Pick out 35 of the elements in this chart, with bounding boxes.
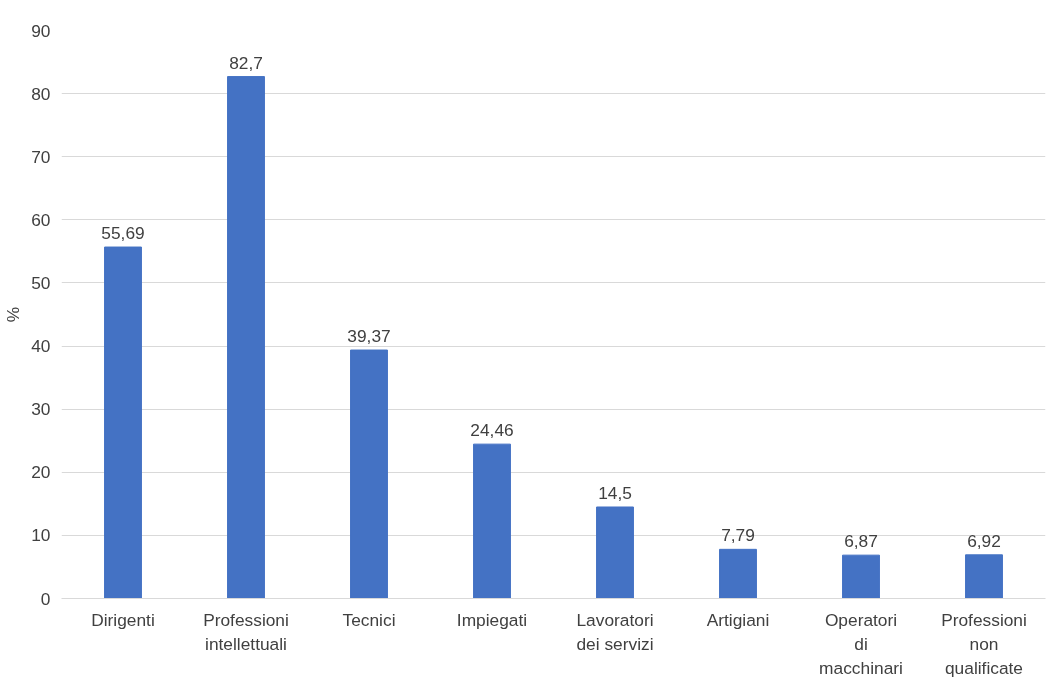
x-tick-label: Professioni intellettuali	[203, 609, 289, 654]
bar	[719, 548, 757, 599]
data-label: 24,46	[470, 420, 514, 441]
x-tick-label: Lavoratori dei servizi	[576, 609, 654, 654]
x-tick-label: Artigiani	[706, 609, 770, 630]
x-tick-label: Tecnici	[342, 609, 396, 630]
data-label: 82,7	[229, 52, 263, 73]
bar	[596, 506, 634, 599]
y-tick-label: 60	[31, 209, 51, 230]
bar	[842, 554, 880, 599]
bar	[227, 76, 265, 599]
x-tick-label: Dirigenti	[91, 609, 155, 630]
y-tick-label: 40	[31, 336, 51, 357]
y-tick-label: 90	[31, 20, 51, 41]
y-tick-label: 80	[31, 83, 51, 104]
x-tick-label: Professioni non qualificate	[941, 609, 1027, 678]
data-label: 7,79	[721, 525, 755, 546]
bar	[473, 443, 511, 599]
x-tick-label: Operatori di macchinari	[819, 609, 903, 678]
y-tick-label: 10	[31, 525, 51, 546]
data-label: 55,69	[101, 223, 145, 244]
data-label: 39,37	[347, 326, 391, 347]
data-label: 14,5	[598, 482, 632, 503]
bar	[104, 246, 142, 599]
y-tick-label: 0	[40, 588, 51, 609]
data-label: 6,87	[844, 531, 878, 552]
x-tick-label: Impiegati	[456, 609, 528, 630]
y-tick-label: 20	[31, 462, 51, 483]
y-axis-title: %	[3, 306, 24, 323]
bar	[350, 349, 388, 599]
y-tick-label: 70	[31, 146, 51, 167]
data-label: 6,92	[967, 530, 1001, 551]
y-tick-label: 50	[31, 272, 51, 293]
bar	[965, 554, 1003, 599]
y-tick-label: 30	[31, 399, 51, 420]
